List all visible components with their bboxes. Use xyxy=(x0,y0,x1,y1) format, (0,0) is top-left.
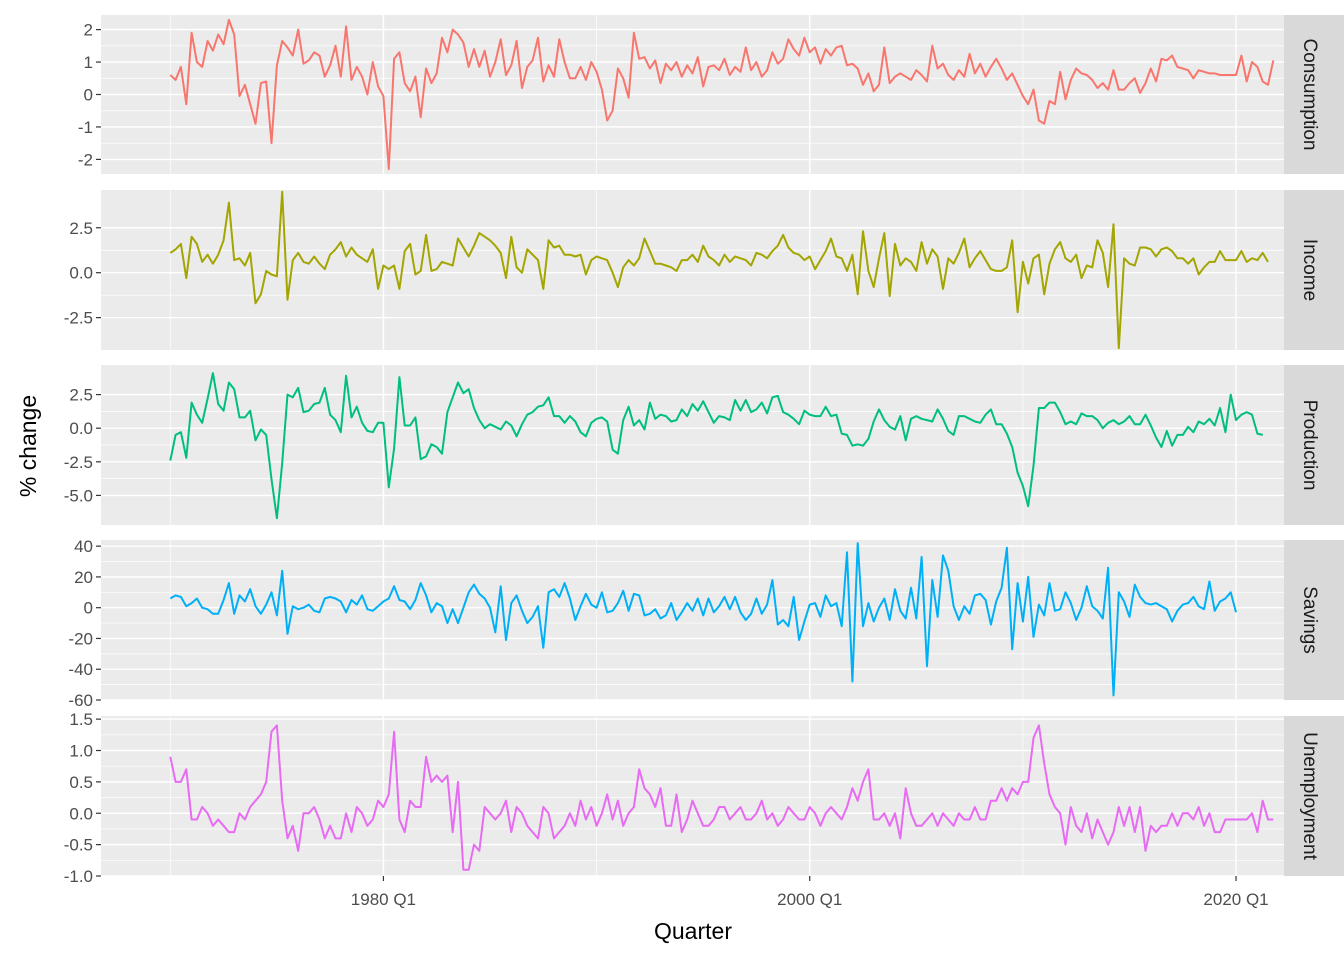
y-tick-label: 1.0 xyxy=(69,742,93,761)
facet-strip-label: Production xyxy=(1299,400,1320,491)
y-tick-label: 0 xyxy=(84,599,93,618)
y-axis-title: % change xyxy=(15,395,41,497)
y-tick-label: 1.5 xyxy=(69,710,93,729)
y-tick-label: 0.5 xyxy=(69,773,93,792)
facet-strip xyxy=(1284,716,1344,876)
facet-strip-label: Income xyxy=(1299,239,1320,301)
facet-consumption: 2 1 0 -1 -2 Consumption xyxy=(78,15,1344,174)
facet-strip xyxy=(1284,540,1344,700)
facet-production: 2.5 0.0 -2.5 -5.0 Production xyxy=(64,365,1344,525)
y-tick-label: 0 xyxy=(84,86,93,105)
y-tick-label: 2 xyxy=(84,21,93,40)
y-tick-label: -0.5 xyxy=(64,836,93,855)
x-axis: 1980 Q1 2000 Q1 2020 Q1 xyxy=(351,876,1269,909)
x-tick-label: 2020 Q1 xyxy=(1203,890,1268,909)
facet-strip-label: Unemployment xyxy=(1299,732,1320,860)
y-tick-label: 2.5 xyxy=(69,219,93,238)
facet-strip xyxy=(1284,15,1344,174)
y-tick-label: -2 xyxy=(78,150,93,169)
facet-strip xyxy=(1284,365,1344,525)
y-tick-label: 0.0 xyxy=(69,804,93,823)
panel-background xyxy=(101,190,1284,350)
y-tick-label: 0.0 xyxy=(69,419,93,438)
y-tick-label: 0.0 xyxy=(69,264,93,283)
y-tick-label: -20 xyxy=(68,629,93,648)
y-tick-label: 1 xyxy=(84,53,93,72)
facet-strip-label: Consumption xyxy=(1299,39,1320,151)
x-tick-label: 1980 Q1 xyxy=(351,890,416,909)
facet-strip xyxy=(1284,190,1344,350)
y-tick-label: -1 xyxy=(78,118,93,137)
panel-background xyxy=(101,540,1284,700)
y-tick-label: -1.0 xyxy=(64,867,93,886)
y-tick-label: -5.0 xyxy=(64,486,93,505)
series-line-savings xyxy=(169,542,1237,697)
series-line-consumption xyxy=(169,18,1275,171)
facet-income: 2.5 0.0 -2.5 Income xyxy=(64,190,1344,350)
facet-panels: 2 1 0 -1 -2 Consumption 2.5 0.0 -2.5 Income 2.5 0.0… xyxy=(64,15,1344,886)
x-tick-label: 2000 Q1 xyxy=(777,890,842,909)
y-tick-label: -40 xyxy=(68,660,93,679)
series-line-unemployment xyxy=(169,724,1274,871)
facet-savings: 40 20 0 -20 -40 -60 Savings xyxy=(68,537,1344,710)
x-axis-title: Quarter xyxy=(654,918,732,944)
series-line-income xyxy=(169,190,1269,350)
y-tick-label: 40 xyxy=(74,537,93,556)
facet-unemployment: 1.5 1.0 0.5 0.0 -0.5 -1.0 Unemployment xyxy=(64,710,1344,886)
facet-strip-label: Savings xyxy=(1299,586,1320,654)
series-line-production xyxy=(169,372,1263,520)
y-tick-label: 2.5 xyxy=(69,386,93,405)
y-tick-label: -2.5 xyxy=(64,453,93,472)
y-tick-label: 20 xyxy=(74,568,93,587)
y-tick-label: -2.5 xyxy=(64,309,93,328)
y-tick-label: -60 xyxy=(68,691,93,710)
